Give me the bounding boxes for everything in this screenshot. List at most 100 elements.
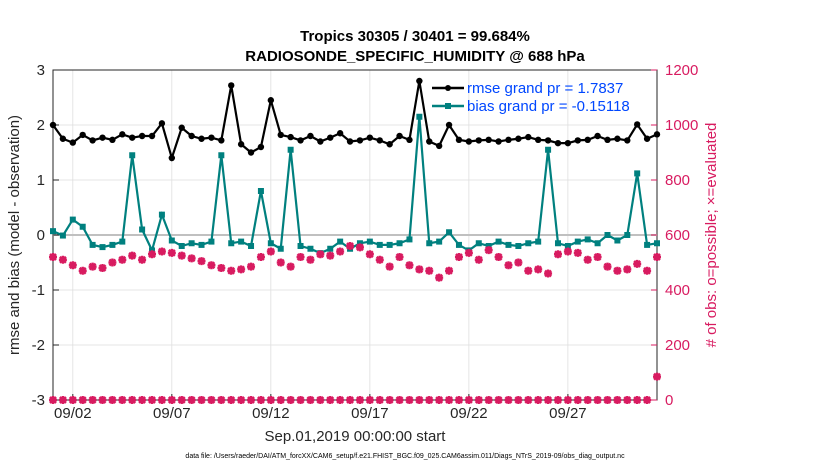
possible-obs-point — [187, 254, 196, 263]
possible-obs-point — [276, 258, 285, 267]
evaluated-obs-point — [256, 396, 265, 404]
evaluated-obs-point — [266, 396, 275, 404]
rmse-point — [198, 135, 205, 142]
y-tick-label: -2 — [32, 337, 45, 354]
possible-obs-point — [445, 266, 454, 275]
possible-obs-point — [336, 247, 345, 256]
possible-obs-point — [593, 253, 602, 261]
rmse-point — [515, 135, 522, 142]
rmse-point — [455, 136, 463, 144]
evaluated-obs-point — [157, 396, 166, 404]
possible-obs-point — [524, 266, 533, 275]
bias-point — [475, 240, 482, 247]
bias-point — [654, 240, 660, 247]
rmse-point — [435, 142, 443, 150]
rmse-point — [624, 137, 631, 144]
bias-point — [287, 146, 294, 153]
evaluated-obs-point — [207, 396, 216, 404]
rmse-point — [307, 132, 314, 140]
possible-obs-point — [247, 262, 256, 271]
possible-obs-point — [316, 250, 325, 259]
possible-obs-point — [623, 265, 632, 274]
evaluated-obs-point — [167, 396, 176, 404]
bias-point — [297, 243, 304, 249]
y2-tick-label: 800 — [665, 172, 690, 189]
rmse-point — [119, 131, 126, 138]
bias-point — [594, 240, 601, 247]
evaluated-obs-point — [227, 396, 236, 404]
possible-obs-point — [464, 248, 473, 257]
bias-point — [515, 243, 522, 249]
y2-tick-label: 1000 — [665, 117, 698, 134]
evaluated-obs-point — [365, 396, 374, 404]
rmse-point — [594, 132, 601, 140]
rmse-point — [376, 137, 383, 144]
evaluated-obs-point — [88, 396, 97, 404]
possible-obs-point — [653, 253, 661, 261]
y2-tick-label: 0 — [665, 392, 673, 409]
evaluated-obs-point — [58, 396, 67, 404]
possible-obs-point — [58, 255, 67, 264]
evaluated-obs-point — [653, 372, 661, 381]
possible-obs-point — [346, 242, 355, 250]
possible-obs-point — [326, 251, 335, 260]
rmse-point — [79, 131, 86, 139]
x-tick-label: 09/17 — [351, 405, 389, 422]
evaluated-obs-point — [336, 396, 345, 404]
series — [49, 77, 661, 404]
evaluated-obs-point — [534, 396, 543, 404]
footer-data-file: data file: /Users/raeder/DAI/ATM_forcXX/… — [185, 453, 625, 460]
evaluated-obs-point — [187, 396, 196, 404]
evaluated-obs-point — [197, 396, 206, 404]
evaluated-obs-point — [306, 396, 315, 404]
bias-point — [485, 243, 492, 249]
rmse-point — [188, 132, 195, 140]
rmse-point — [574, 137, 581, 144]
legend-rmse-label: rmse grand pr = 1.7837 — [467, 80, 623, 97]
possible-obs-point — [49, 253, 57, 261]
evaluated-obs-point — [613, 396, 622, 404]
bias-point — [248, 243, 255, 249]
possible-obs-point — [633, 259, 642, 268]
evaluated-obs-point — [276, 396, 285, 404]
bias-point — [436, 238, 443, 245]
possible-obs-point — [534, 265, 543, 274]
rmse-point — [49, 121, 57, 129]
evaluated-obs-point — [544, 396, 553, 404]
rmse-point — [158, 120, 166, 127]
evaluated-obs-point — [247, 396, 256, 404]
bias-point — [188, 240, 195, 247]
x-axis-label: Sep.01,2019 00:00:00 start — [265, 428, 447, 445]
possible-obs-point — [207, 261, 216, 270]
rmse-point — [267, 97, 275, 104]
bias-point — [356, 240, 363, 247]
possible-obs-point — [365, 250, 374, 259]
bias-point — [50, 228, 56, 235]
evaluated-obs-point — [494, 396, 503, 404]
rmse-point — [495, 138, 502, 145]
evaluated-obs-point — [68, 396, 77, 404]
rmse-point — [366, 134, 374, 141]
bias-point — [644, 241, 651, 248]
evaluated-obs-point — [593, 396, 602, 404]
rmse-point — [257, 143, 265, 151]
bias-point — [574, 238, 581, 245]
possible-obs-point — [306, 255, 315, 264]
y2-tick-label: 200 — [665, 337, 690, 354]
rmse-point — [584, 136, 591, 144]
rmse-point — [129, 134, 136, 141]
evaluated-obs-point — [415, 396, 424, 404]
possible-obs-point — [197, 257, 206, 266]
possible-obs-point — [603, 262, 612, 271]
evaluated-obs-point — [49, 396, 57, 404]
possible-obs-point — [157, 247, 166, 256]
possible-obs-point — [504, 261, 513, 270]
bias-point — [584, 236, 591, 243]
bias-point — [337, 238, 344, 245]
bias-point — [545, 146, 552, 153]
evaluated-obs-point — [108, 396, 117, 404]
possible-obs-point — [108, 258, 117, 267]
evaluated-obs-point — [177, 396, 186, 404]
y2-tick-label: 400 — [665, 282, 690, 299]
